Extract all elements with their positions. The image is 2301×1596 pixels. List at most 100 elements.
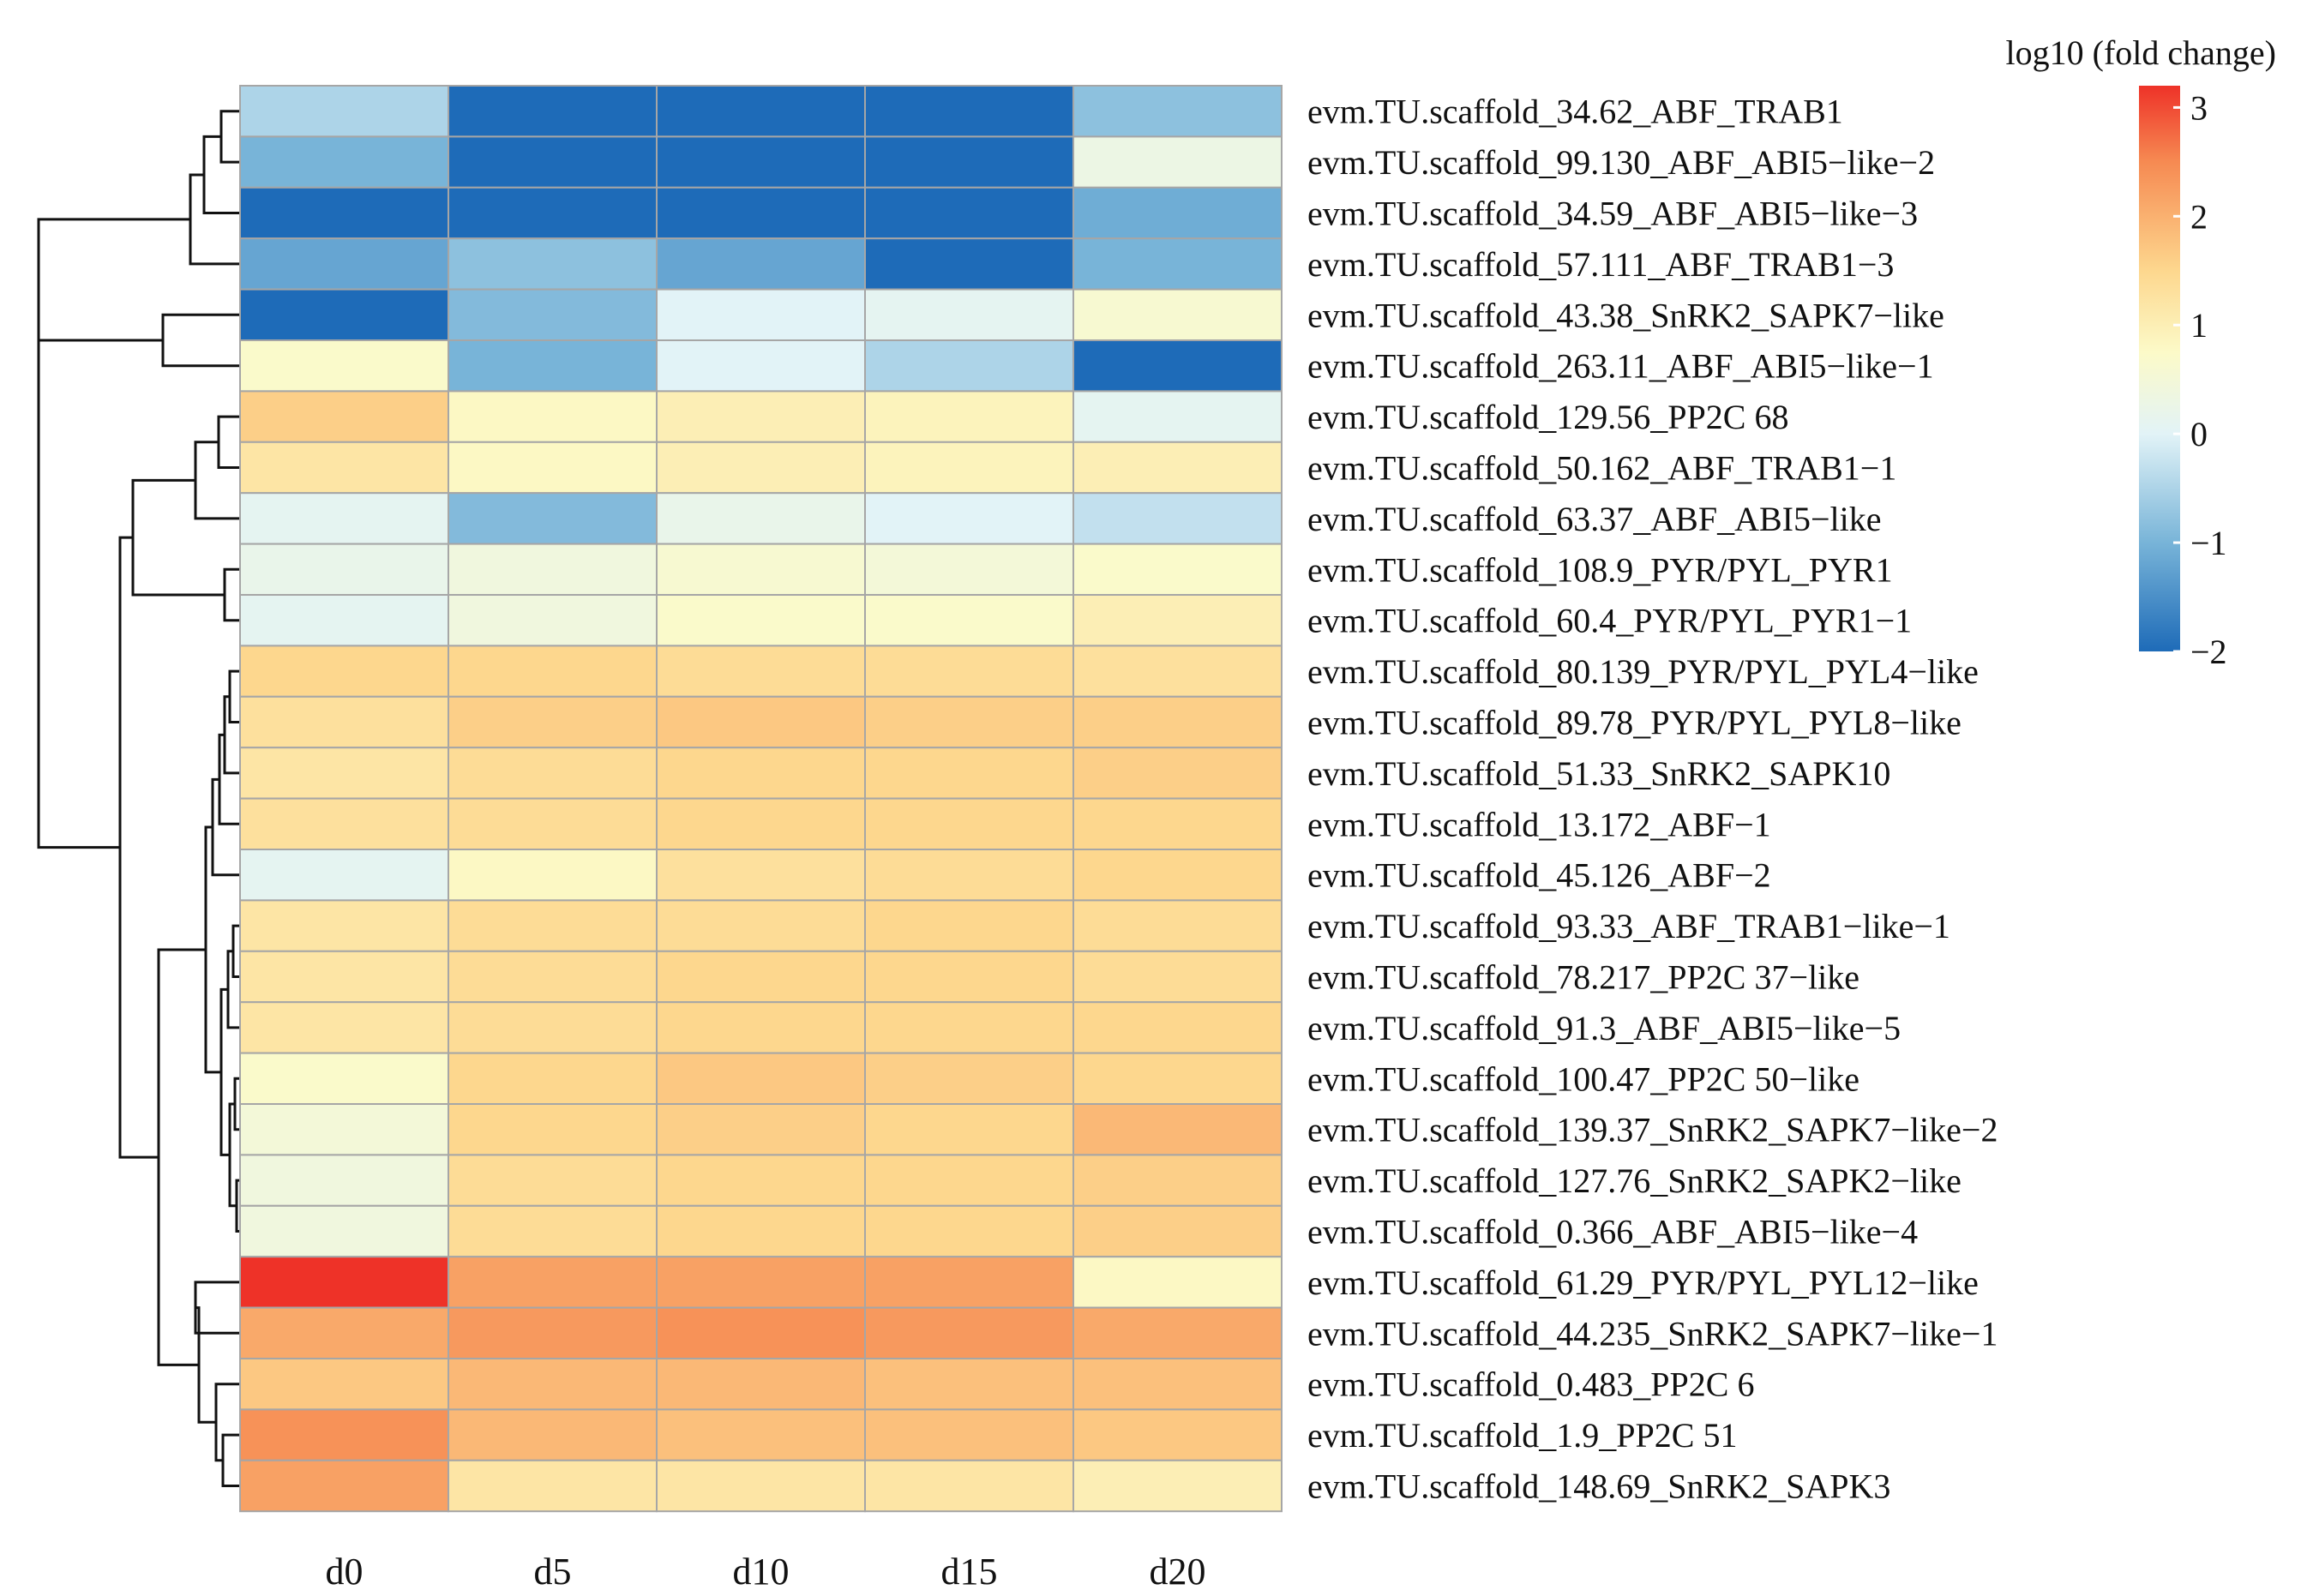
heatmap-cell bbox=[448, 85, 658, 138]
color-legend: log10 (fold change) 3 2 1 0 −1 −2 bbox=[2006, 33, 2276, 671]
dendrogram-branch bbox=[194, 441, 240, 520]
heatmap-cell bbox=[1072, 594, 1283, 647]
heatmap-cell bbox=[239, 1358, 449, 1411]
heatmap-cell bbox=[1072, 1256, 1283, 1309]
heatmap-cell bbox=[656, 492, 866, 545]
heatmap-cell bbox=[1072, 441, 1283, 495]
row-label: evm.TU.scaffold_63.37_ABF_ABI5−like bbox=[1307, 500, 1882, 538]
dendrogram-branch bbox=[223, 695, 240, 775]
heatmap-cell bbox=[1072, 1001, 1283, 1054]
dendrogram-branch bbox=[189, 173, 240, 266]
heatmap-cell bbox=[239, 288, 449, 342]
heatmap-cell bbox=[864, 797, 1074, 850]
heatmap-cell bbox=[656, 390, 866, 443]
legend-tick-label: −2 bbox=[2190, 633, 2227, 671]
heatmap-cell bbox=[239, 186, 449, 240]
heatmap-cell bbox=[656, 1306, 866, 1359]
column-label: d20 bbox=[1150, 1551, 1206, 1593]
heatmap-cell bbox=[864, 1001, 1074, 1054]
heatmap-cell bbox=[864, 441, 1074, 495]
heatmap-cells bbox=[239, 85, 1283, 1513]
row-label: evm.TU.scaffold_45.126_ABF−2 bbox=[1307, 856, 1771, 895]
dendrogram-branch bbox=[219, 110, 240, 164]
heatmap-cell bbox=[239, 1459, 449, 1513]
row-label: evm.TU.scaffold_100.47_PP2C 50−like bbox=[1307, 1059, 1859, 1098]
heatmap-cell bbox=[448, 797, 658, 850]
heatmap-cell bbox=[864, 1154, 1074, 1207]
heatmap-cell bbox=[1072, 390, 1283, 443]
heatmap-cell bbox=[448, 1103, 658, 1156]
heatmap-cell bbox=[1072, 1103, 1283, 1156]
heatmap-cell bbox=[239, 1306, 449, 1359]
heatmap-cell bbox=[864, 1358, 1074, 1411]
legend-tick-label: 2 bbox=[2190, 197, 2208, 236]
row-label: evm.TU.scaffold_34.62_ABF_TRAB1 bbox=[1307, 93, 1843, 131]
heatmap-cell bbox=[864, 1306, 1074, 1359]
heatmap-cell bbox=[1072, 135, 1283, 189]
heatmap-cell bbox=[864, 339, 1074, 393]
heatmap-cell bbox=[448, 390, 658, 443]
heatmap-cell bbox=[1072, 1358, 1283, 1411]
heatmap-cell bbox=[864, 645, 1074, 698]
row-label: evm.TU.scaffold_43.38_SnRK2_SAPK7−like bbox=[1307, 296, 1944, 334]
heatmap-cell bbox=[656, 1052, 866, 1105]
heatmap-cell bbox=[656, 543, 866, 596]
heatmap-cell bbox=[1072, 1459, 1283, 1513]
heatmap-cell bbox=[239, 492, 449, 545]
heatmap-cell bbox=[864, 135, 1074, 189]
row-label: evm.TU.scaffold_93.33_ABF_TRAB1−like−1 bbox=[1307, 907, 1950, 945]
heatmap-cell bbox=[656, 186, 866, 240]
dendrogram-branch bbox=[195, 1306, 216, 1424]
heatmap-cell bbox=[1072, 1154, 1283, 1207]
heatmap-cell bbox=[1072, 950, 1283, 1004]
heatmap-cell bbox=[1072, 1052, 1283, 1105]
heatmap-cell bbox=[656, 1204, 866, 1258]
heatmap-cell bbox=[239, 85, 449, 138]
heatmap-cell bbox=[656, 1154, 866, 1207]
heatmap-cell bbox=[448, 135, 658, 189]
dendrogram-branch bbox=[202, 135, 240, 214]
heatmap-cell bbox=[448, 441, 658, 495]
heatmap-cell bbox=[656, 747, 866, 800]
heatmap-cell bbox=[864, 1256, 1074, 1309]
heatmap-cell bbox=[448, 1358, 658, 1411]
heatmap-cell bbox=[1072, 1408, 1283, 1461]
heatmap-cell bbox=[1072, 288, 1283, 342]
dendrogram-branch bbox=[231, 924, 240, 978]
heatmap-cell bbox=[656, 1408, 866, 1461]
legend-tick-label: −1 bbox=[2190, 524, 2227, 562]
heatmap-cell bbox=[1072, 1204, 1283, 1258]
heatmap-cell bbox=[448, 645, 658, 698]
heatmap-cell bbox=[239, 594, 449, 647]
heatmap-cell bbox=[656, 1459, 866, 1513]
heatmap-cell bbox=[864, 899, 1074, 952]
heatmap-cell bbox=[448, 288, 658, 342]
column-labels: d0 d5 d10 d15 d20 bbox=[326, 1551, 1206, 1593]
row-label: evm.TU.scaffold_99.130_ABF_ABI5−like−2 bbox=[1307, 143, 1935, 182]
heatmap-cell bbox=[448, 1001, 658, 1054]
heatmap-cell bbox=[239, 1154, 449, 1207]
heatmap-cell bbox=[239, 849, 449, 902]
heatmap-cell bbox=[1072, 899, 1283, 952]
dendrogram-branch bbox=[235, 1179, 240, 1233]
row-labels: evm.TU.scaffold_34.62_ABF_TRAB1 evm.TU.sc… bbox=[1307, 93, 1998, 1506]
legend-tick-label: 3 bbox=[2190, 88, 2208, 127]
heatmap-cell bbox=[656, 85, 866, 138]
heatmap-cell bbox=[1072, 237, 1283, 291]
row-label: evm.TU.scaffold_263.11_ABF_ABI5−like−1 bbox=[1307, 347, 1934, 386]
heatmap-cell bbox=[239, 135, 449, 189]
row-label: evm.TU.scaffold_80.139_PYR/PYL_PYL4−like bbox=[1307, 652, 1979, 691]
legend-colorbar bbox=[2139, 86, 2180, 651]
heatmap-cell bbox=[239, 1256, 449, 1309]
legend-tick-label: 0 bbox=[2190, 415, 2208, 453]
heatmap-cell bbox=[656, 135, 866, 189]
heatmap-cell bbox=[1072, 543, 1283, 596]
heatmap-cell bbox=[864, 1408, 1074, 1461]
heatmap-cell bbox=[656, 594, 866, 647]
heatmap-cell bbox=[448, 899, 658, 952]
heatmap-cell bbox=[448, 1306, 658, 1359]
dendrogram-branch bbox=[228, 1102, 237, 1208]
dendrogram-branch bbox=[194, 1281, 240, 1335]
heatmap-cell bbox=[448, 186, 658, 240]
